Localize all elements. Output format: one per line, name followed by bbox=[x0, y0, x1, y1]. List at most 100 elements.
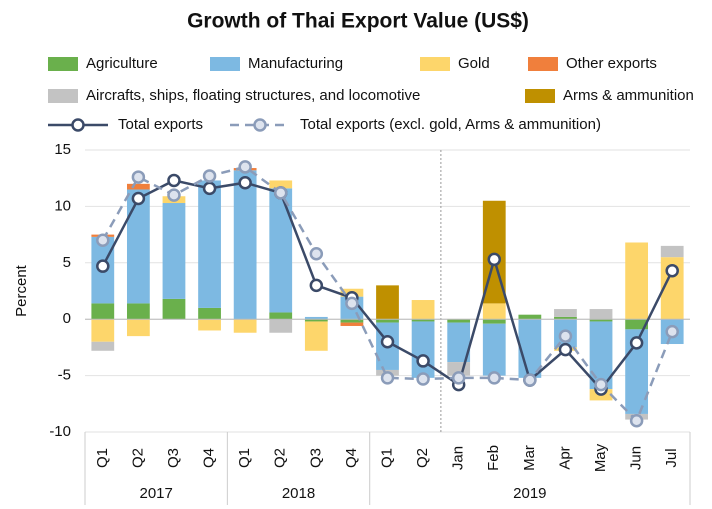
line-point bbox=[202, 181, 217, 196]
legend-swatch bbox=[48, 57, 78, 71]
group-label: 2018 bbox=[282, 485, 315, 502]
bar-segment bbox=[482, 303, 506, 320]
line-point bbox=[131, 191, 146, 206]
line-point bbox=[238, 175, 252, 190]
y-tick-label: -10 bbox=[49, 423, 71, 440]
x-tick-label: Jan bbox=[450, 446, 467, 470]
y-tick-label: 0 bbox=[63, 310, 71, 327]
line-point bbox=[167, 173, 181, 188]
bar-segment bbox=[126, 189, 150, 304]
line-point bbox=[487, 371, 502, 385]
line-point bbox=[380, 335, 395, 349]
line-point bbox=[202, 169, 217, 183]
x-tick-label: Q1 bbox=[236, 448, 253, 468]
bar-segment bbox=[304, 321, 328, 351]
bar-segment bbox=[589, 321, 613, 390]
line-point bbox=[416, 354, 430, 368]
bar-segment bbox=[126, 183, 150, 190]
x-tick-label: Jun bbox=[628, 446, 645, 470]
line-point bbox=[558, 329, 573, 343]
bar-segment bbox=[269, 319, 293, 333]
bar-segment bbox=[304, 316, 328, 320]
legend-marker bbox=[253, 118, 267, 132]
bar-segment bbox=[340, 322, 364, 326]
line-point bbox=[380, 371, 395, 385]
legend-swatch bbox=[48, 89, 78, 103]
bar-segment bbox=[91, 303, 115, 320]
x-tick-label: May bbox=[592, 443, 609, 472]
line-point bbox=[594, 377, 608, 392]
line-point bbox=[309, 278, 324, 293]
y-tick-label: 15 bbox=[54, 141, 71, 158]
bar-segment bbox=[304, 319, 328, 322]
bar-segment bbox=[554, 309, 577, 317]
x-tick-label: Q2 bbox=[414, 448, 431, 468]
bar-segment bbox=[269, 312, 293, 320]
bar-segment bbox=[376, 319, 399, 323]
group-label: 2017 bbox=[139, 485, 172, 502]
y-tick-label: 10 bbox=[54, 197, 71, 214]
bar-segment bbox=[269, 180, 293, 189]
bar-segment bbox=[162, 298, 186, 320]
bar-segment bbox=[411, 321, 435, 378]
bar-segment bbox=[482, 319, 506, 324]
x-tick-label: Apr bbox=[556, 446, 573, 469]
line-point bbox=[629, 336, 644, 350]
bar-segment bbox=[411, 319, 435, 322]
bar-segment bbox=[269, 188, 293, 313]
y-axis-label: Percent bbox=[13, 264, 30, 317]
bar-segment bbox=[518, 314, 542, 320]
bar-segment bbox=[91, 341, 115, 351]
bar-segment bbox=[126, 319, 150, 337]
line-point bbox=[416, 372, 430, 386]
legend-label: Manufacturing bbox=[248, 55, 343, 72]
x-tick-label: Jul bbox=[663, 448, 680, 467]
legend-label: Total exports bbox=[118, 116, 203, 133]
y-tick-label: 5 bbox=[63, 254, 71, 271]
legend-swatch bbox=[528, 57, 558, 71]
chart-title: Growth of Thai Export Value (US$) bbox=[187, 10, 529, 33]
bar-segment bbox=[162, 203, 186, 299]
bar-segment bbox=[198, 180, 221, 308]
bar-segment bbox=[340, 319, 364, 323]
bar-segment bbox=[198, 319, 221, 331]
line-point bbox=[629, 413, 644, 428]
x-tick-label: Q2 bbox=[272, 448, 289, 468]
legend-label: Total exports (excl. gold, Arms & ammuni… bbox=[300, 116, 601, 133]
x-tick-label: Q1 bbox=[378, 448, 395, 468]
bar-segment bbox=[589, 309, 613, 320]
legend-swatch bbox=[420, 57, 450, 71]
legend-label: Arms & ammunition bbox=[563, 87, 694, 104]
line-point bbox=[345, 296, 359, 311]
line-point bbox=[558, 342, 573, 357]
x-tick-label: Mar bbox=[521, 445, 538, 471]
x-tick-label: Feb bbox=[485, 445, 502, 471]
bar-segment bbox=[625, 242, 649, 320]
x-tick-label: Q4 bbox=[201, 448, 218, 468]
bar-segment bbox=[376, 285, 399, 320]
x-tick-label: Q2 bbox=[129, 448, 146, 468]
legend-label: Other exports bbox=[566, 55, 657, 72]
line-point bbox=[665, 263, 679, 278]
line-point bbox=[487, 252, 502, 267]
line-point bbox=[523, 373, 537, 387]
line-point bbox=[96, 233, 110, 247]
bar-segment bbox=[91, 319, 115, 342]
bar-segment bbox=[233, 319, 257, 333]
line-point bbox=[309, 247, 324, 261]
legend-label: Gold bbox=[458, 55, 490, 72]
line-point bbox=[665, 324, 679, 339]
line-point bbox=[167, 188, 181, 202]
legend-label: Aircrafts, ships, floating structures, a… bbox=[86, 87, 420, 104]
bar-segment bbox=[126, 303, 150, 320]
line-point bbox=[273, 186, 288, 200]
bar-segment bbox=[447, 319, 471, 323]
line-point bbox=[238, 160, 252, 174]
bar-segment bbox=[447, 322, 471, 363]
bar-segment bbox=[233, 170, 257, 320]
legend-swatch bbox=[210, 57, 240, 71]
line-point bbox=[96, 259, 110, 273]
legend-marker bbox=[71, 118, 85, 132]
bar-segment bbox=[198, 307, 221, 320]
